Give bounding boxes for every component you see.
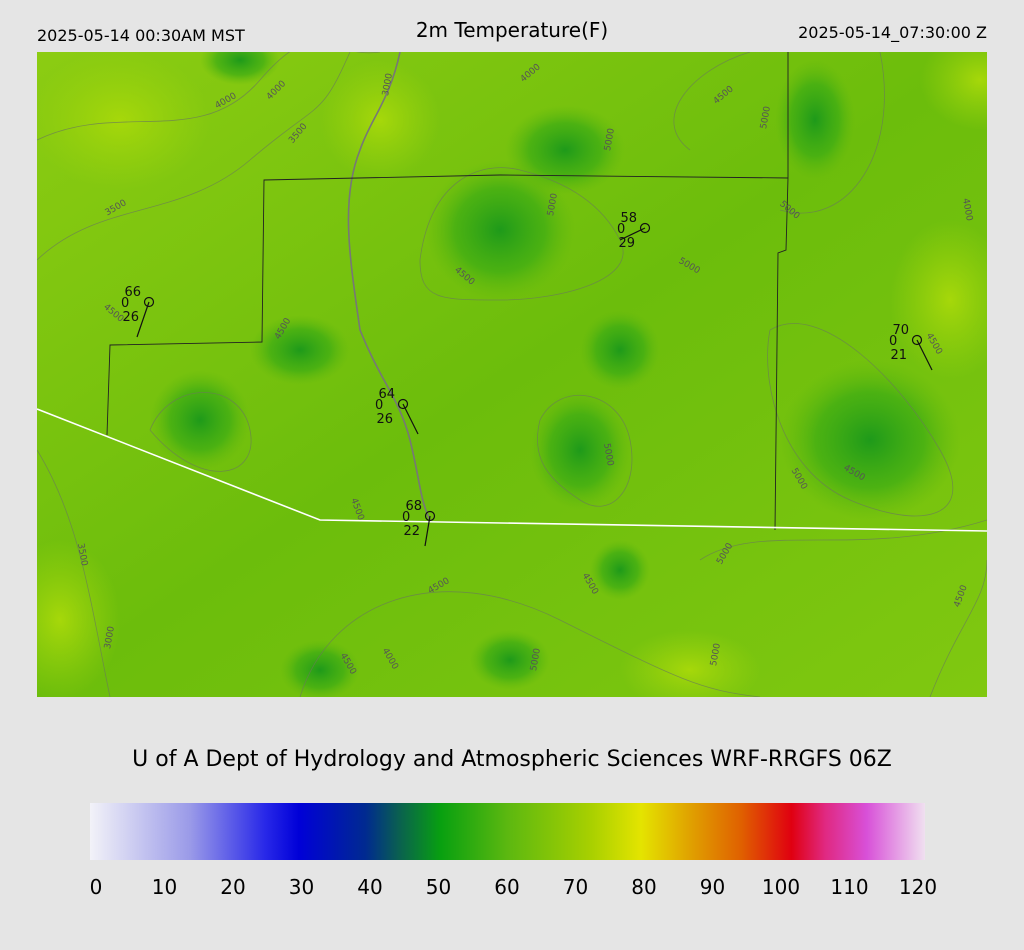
contour-label: 5000 xyxy=(603,127,617,152)
station-temp: 64 xyxy=(378,387,395,402)
colorbar-tick-label: 30 xyxy=(289,875,314,899)
station-circle xyxy=(424,510,436,522)
contour-label: 5000 xyxy=(529,647,543,672)
station-dew: 26 xyxy=(122,310,139,325)
colorbar-tick-label: 50 xyxy=(426,875,451,899)
colorbar-tick-label: 70 xyxy=(563,875,588,899)
station-circle xyxy=(397,398,409,410)
contour-label: 5000 xyxy=(709,642,723,667)
colorbar-tick-label: 90 xyxy=(700,875,725,899)
valid-local: 2025-05-14 00:30AM MST xyxy=(37,26,245,45)
contour-label: 4000 xyxy=(960,198,974,223)
colorbar-tick-label: 10 xyxy=(152,875,177,899)
wind-barb xyxy=(402,403,419,435)
station-wind: 0 xyxy=(375,398,383,413)
temperature-shading xyxy=(37,52,987,697)
colorbar-tick-label: 40 xyxy=(357,875,382,899)
station-wind: 0 xyxy=(402,510,410,525)
colorbar-ticks: 0 10 20 30 40 50 60 70 80 90 100 110 120 xyxy=(90,875,937,899)
wind-barb xyxy=(619,227,646,241)
contour-label: 3500 xyxy=(75,543,89,568)
station-wind: 0 xyxy=(617,222,625,237)
contour-label: 5000 xyxy=(546,192,560,217)
contour-label: 5000 xyxy=(759,105,773,130)
credit: U of A Dept of Hydrology and Atmospheric… xyxy=(132,747,892,772)
colorbar-tick-label: 110 xyxy=(830,875,868,899)
contour-label: 5000 xyxy=(601,443,615,468)
colorbar-tick-label: 100 xyxy=(762,875,800,899)
contours xyxy=(37,52,987,697)
state-line xyxy=(37,408,987,532)
station-temp: 70 xyxy=(892,323,909,338)
station-dew: 22 xyxy=(403,524,420,539)
title: 2m Temperature(F) xyxy=(416,18,608,42)
station-circle xyxy=(911,334,923,346)
colorbar-tick-label: 120 xyxy=(899,875,937,899)
station-dew: 21 xyxy=(890,348,907,363)
colorbar xyxy=(90,803,925,860)
station-temp: 58 xyxy=(620,211,637,226)
station-temp: 68 xyxy=(405,499,422,514)
colorbar-tick-label: 80 xyxy=(631,875,656,899)
valid-utc: 2025-05-14_07:30:00 Z xyxy=(798,23,987,43)
colorbar-tick-label: 20 xyxy=(220,875,245,899)
contour-label: 3000 xyxy=(381,72,395,97)
station-wind: 0 xyxy=(889,334,897,349)
wind-barb xyxy=(424,515,431,547)
station-wind: 0 xyxy=(121,296,129,311)
station-dew: 26 xyxy=(376,412,393,427)
station-circle xyxy=(143,296,155,308)
river xyxy=(347,52,431,521)
colorbar-tick-label: 60 xyxy=(494,875,519,899)
wind-barb xyxy=(136,301,150,338)
county-lines xyxy=(106,52,789,531)
wind-barb xyxy=(916,339,933,371)
station-temp: 66 xyxy=(124,285,141,300)
station-circle xyxy=(639,222,651,234)
contour-label: 3000 xyxy=(103,625,117,650)
station-dew: 29 xyxy=(618,236,635,251)
colorbar-tick-label: 0 xyxy=(90,875,103,899)
